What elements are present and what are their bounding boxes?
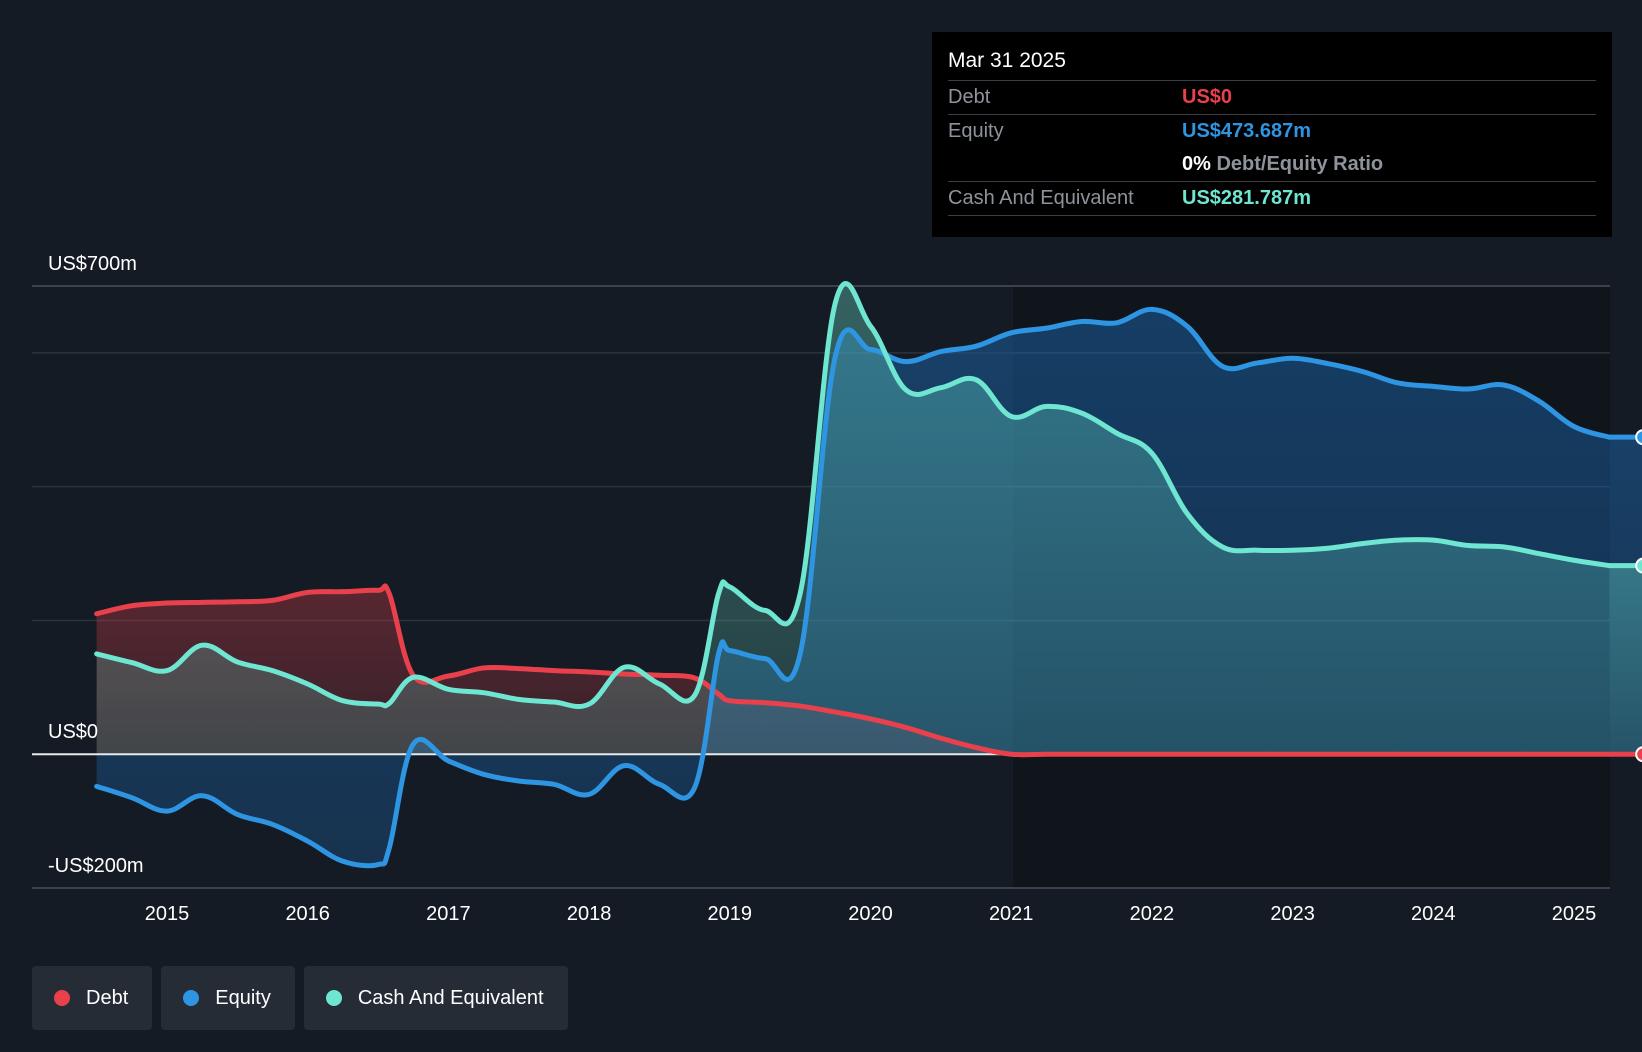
legend-label-debt: Debt [86,986,129,1009]
tooltip-row-equity: Equity US$473.687m [948,114,1596,148]
area-cash-and-equivalent [96,283,1610,755]
x-tick-label: 2016 [285,903,330,925]
axis-labels: US$700m US$0 -US$200m 2015 2016 2017 2018 2019 2… [48,253,1596,925]
tooltip-key-debt: Debt [948,86,991,108]
series-end-dots [1635,429,1642,763]
chart-legend: Debt Equity Cash And Equivalent [32,966,568,1030]
tooltip-value-equity: US$473.687m [1182,120,1311,142]
x-tick-label: 2021 [989,903,1034,925]
legend-item-equity[interactable]: Equity [161,966,295,1030]
x-tick-label: 2017 [426,903,471,925]
legend-label-equity: Equity [215,986,271,1009]
y-label-bottom: -US$200m [48,855,144,877]
tooltip-key-ratio [948,148,1182,181]
series-areas [32,283,1642,866]
x-tick-label: 2023 [1270,903,1315,925]
legend-item-cash[interactable]: Cash And Equivalent [303,966,568,1030]
x-tick-label: 2020 [848,903,893,925]
x-tick-label: 2018 [567,903,612,925]
legend-dot-cash [325,990,342,1006]
tooltip-ratio-value: 0% [1182,153,1211,175]
tooltip-ratio-label: Debt/Equity Ratio [1216,153,1384,175]
end-dot-cash-and-equivalent[interactable] [1635,557,1642,574]
tooltip-panel: Mar 31 2025 Debt US$0 Equity US$473.687m… [932,32,1612,237]
tooltip-key-cash: Cash And Equivalent [948,187,1134,209]
end-dot-equity[interactable] [1635,429,1642,446]
tooltip-row-ratio: 0% Debt/Equity Ratio [948,148,1596,181]
legend-dot-debt [54,990,70,1006]
x-tick-label: 2025 [1552,903,1597,925]
line-cash-and-equivalent [94,281,1612,710]
area-tail-cash-and-equivalent [1609,565,1642,755]
legend-item-debt[interactable]: Debt [32,966,153,1030]
x-tick-label: 2022 [1130,903,1175,925]
tooltip-value-cash: US$281.787m [1182,187,1311,209]
tooltip-row-debt: Debt US$0 [948,80,1596,114]
end-dot-debt[interactable] [1635,746,1642,763]
y-label-zero: US$0 [48,721,98,743]
tooltip-value-debt: US$0 [1182,86,1233,108]
x-tick-label: 2024 [1411,903,1456,925]
line-debt [94,583,1612,758]
tooltip-ratio: 0% Debt/Equity Ratio [1182,148,1383,181]
line-equity [94,306,1612,869]
legend-dot-equity [183,990,200,1006]
tooltip-row-cash: Cash And Equivalent US$281.787m [948,181,1596,216]
x-tick-label: 2015 [145,903,190,925]
legend-label-cash: Cash And Equivalent [357,986,544,1009]
y-label-top: US$700m [48,253,137,275]
tooltip-key-equity: Equity [948,120,1004,142]
series-lines [94,281,1642,869]
tooltip-date: Mar 31 2025 [948,49,1066,72]
x-tick-label: 2019 [708,903,753,925]
